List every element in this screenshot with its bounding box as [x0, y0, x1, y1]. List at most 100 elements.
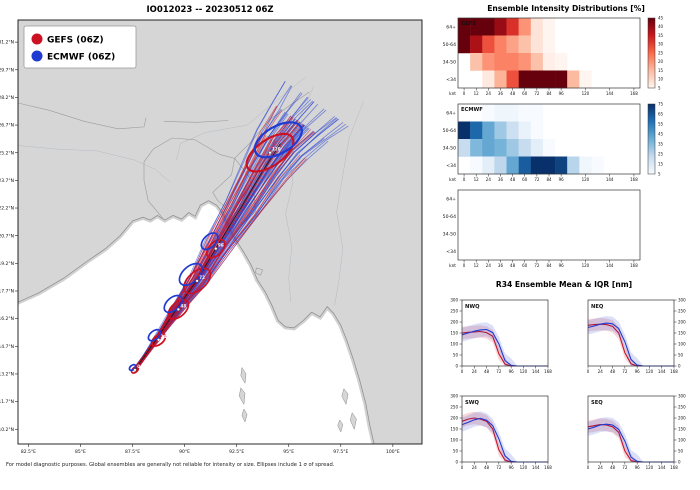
hour-tick-label: 48 — [510, 91, 516, 96]
hour-tick-label: 24 — [486, 263, 492, 268]
hour-tick-label: 12 — [474, 91, 480, 96]
r34-y-tick-label: 200 — [450, 415, 458, 420]
map-title: IO012023 -- 20230512 06Z — [146, 5, 273, 15]
heatmap-cell — [518, 139, 532, 157]
hour-tick-label: 24 — [486, 91, 492, 96]
r34-y-tick-label: 150 — [678, 330, 686, 335]
heatmap-cell — [482, 156, 495, 175]
map-axes: 82.5°E 85°E 87.5°E 90°E 92.5°E 95°E 97.5°E 100°… — [0, 40, 400, 455]
ecmwf-iqr-band — [462, 322, 548, 366]
r34-y-tick-label: 50 — [678, 448, 684, 453]
disclaimer-text: For model diagnostic purposes. Global en… — [6, 462, 335, 468]
heatmap-cell — [555, 70, 568, 89]
r34-x-tick-label: 144 — [658, 369, 666, 374]
panel-model-label: ECMWF — [461, 107, 483, 113]
hour-marker — [176, 307, 180, 311]
hour-tick-label: 24 — [486, 177, 492, 182]
r34-y-tick-label: 250 — [450, 404, 458, 409]
heatmap-cell — [542, 35, 556, 54]
heatmap-cell — [482, 139, 495, 157]
gefs-ensemble-track — [135, 158, 307, 372]
r34-x-tick-label: 72 — [496, 465, 502, 470]
colorbar — [647, 103, 656, 175]
r34-y-tick-label: 250 — [678, 308, 686, 313]
lat-tick-label: 23.7°N — [0, 178, 14, 184]
colorbar-tick-label: 10 — [658, 77, 664, 82]
intensity-section-title: Ensemble Intensity Distributions [%] — [487, 4, 645, 13]
hour-tick-label: 144 — [606, 177, 614, 182]
lat-tick-label: 25.2°N — [0, 150, 14, 156]
colorbar-tick-label: 5 — [658, 85, 661, 90]
lat-tick-label: 31.2°N — [0, 40, 14, 46]
island — [337, 419, 344, 433]
hour-tick-label: 144 — [606, 91, 614, 96]
r34-y-tick-label: 100 — [678, 341, 686, 346]
hour-tick-label: 96 — [559, 177, 565, 182]
intensity-row-label: 34-50 — [443, 145, 456, 151]
hour-tick-label: 72 — [534, 263, 540, 268]
ecmwf-iqr-band — [462, 411, 548, 462]
r34-panel-swq: 0 50 100 150 200 250 300 0 24 48 72 96 120 144 168 SWQ — [450, 393, 552, 470]
country-border — [143, 137, 235, 219]
hour-tick-label: 168 — [630, 91, 638, 96]
hour-tick-label: 60 — [522, 263, 528, 268]
heatmap-cell — [542, 139, 556, 157]
hour-tick-label: 36 — [498, 177, 504, 182]
lat-tick-label: 19.2°N — [0, 261, 14, 267]
heatmap-cell — [494, 18, 507, 36]
intensity-row-label: <34 — [446, 77, 456, 83]
hour-tick-label: 12 — [474, 263, 480, 268]
gefs-iqr-band — [462, 325, 548, 366]
heatmap-cell — [555, 156, 568, 175]
heatmap-cell — [482, 35, 495, 54]
heatmap-cell — [470, 156, 483, 175]
r34-panel-nwq: 0 50 100 150 200 250 300 0 24 48 72 96 120 144 168 NWQ — [450, 297, 552, 374]
heatmap-cell — [567, 70, 580, 89]
hour-tick-label: 84 — [546, 177, 552, 182]
r34-x-tick-label: 0 — [587, 465, 590, 470]
hour-tick-label: 12 — [474, 177, 480, 182]
r34-y-tick-label: 100 — [678, 437, 686, 442]
colorbar-tick-label: 75 — [658, 101, 664, 106]
heatmap-cell — [470, 121, 483, 140]
colorbar-tick-label: 55 — [658, 121, 664, 126]
r34-x-tick-label: 120 — [520, 465, 528, 470]
intensity-row-label: 64+ — [446, 196, 456, 202]
legend-ecmwf-dot — [31, 50, 43, 62]
lon-tick-label: 85°E — [75, 449, 86, 455]
r34-y-tick-label: 250 — [450, 308, 458, 313]
colorbar-tick-label: 45 — [658, 15, 664, 20]
hour-tick-label: 72 — [534, 177, 540, 182]
colorbar-tick-label: 25 — [658, 151, 664, 156]
island — [341, 388, 349, 406]
hour-tick-label: 144 — [606, 263, 614, 268]
heatmap-cell — [591, 156, 604, 175]
heatmap-cell — [555, 53, 568, 71]
r34-x-tick-label: 96 — [635, 369, 641, 374]
r34-y-tick-label: 200 — [678, 415, 686, 420]
intensity-row-label: 34-50 — [443, 231, 456, 237]
r34-x-tick-label: 24 — [472, 465, 478, 470]
heatmap-cell — [482, 53, 495, 71]
hour-marker — [195, 279, 199, 283]
gefs-ensemble-track — [132, 157, 306, 370]
colorbar-tick-label: 65 — [658, 111, 664, 116]
island — [349, 412, 357, 431]
landmass — [18, 20, 422, 444]
island — [238, 387, 246, 406]
r34-x-tick-label: 0 — [461, 369, 464, 374]
r34-x-tick-label: 120 — [646, 369, 654, 374]
r34-y-tick-label: 0 — [678, 459, 681, 464]
intensity-row-label: <34 — [446, 249, 456, 255]
map-content: 0 24 48 72 96 120 — [18, 20, 422, 444]
lat-tick-label: 14.7°N — [0, 344, 14, 350]
island — [255, 267, 264, 276]
intensity-row-label: 34-50 — [443, 59, 456, 65]
ecmwf-spread-ellipse — [147, 328, 162, 342]
heatmap-cell — [458, 139, 471, 157]
r34-x-tick-label: 24 — [472, 369, 478, 374]
legend-ecmwf-label: ECMWF (06Z) — [47, 53, 115, 63]
plot-background — [462, 396, 548, 462]
heatmap-cell — [542, 18, 556, 36]
